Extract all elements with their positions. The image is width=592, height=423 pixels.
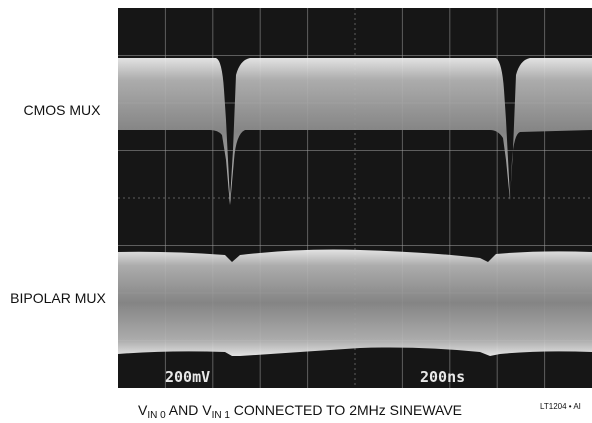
- cmos-trace: [118, 58, 592, 205]
- bipolar-trace: [118, 249, 592, 356]
- caption-part: V: [138, 402, 148, 418]
- volts-per-div: 200mV: [165, 368, 210, 386]
- caption-part: AND V: [166, 402, 213, 418]
- trace-label: CMOS MUX: [24, 102, 102, 118]
- caption-subscript: IN 0: [147, 410, 166, 421]
- time-per-div: 200ns: [420, 368, 465, 386]
- figure-id: LT1204 • AI: [540, 402, 581, 411]
- caption-part: CONNECTED TO 2MHz SINEWAVE: [230, 402, 462, 418]
- trace-label: BIPOLAR MUX: [10, 290, 106, 306]
- caption-subscript: IN 1: [212, 410, 231, 421]
- caption: VIN 0 AND VIN 1 CONNECTED TO 2MHz SINEWA…: [138, 402, 462, 421]
